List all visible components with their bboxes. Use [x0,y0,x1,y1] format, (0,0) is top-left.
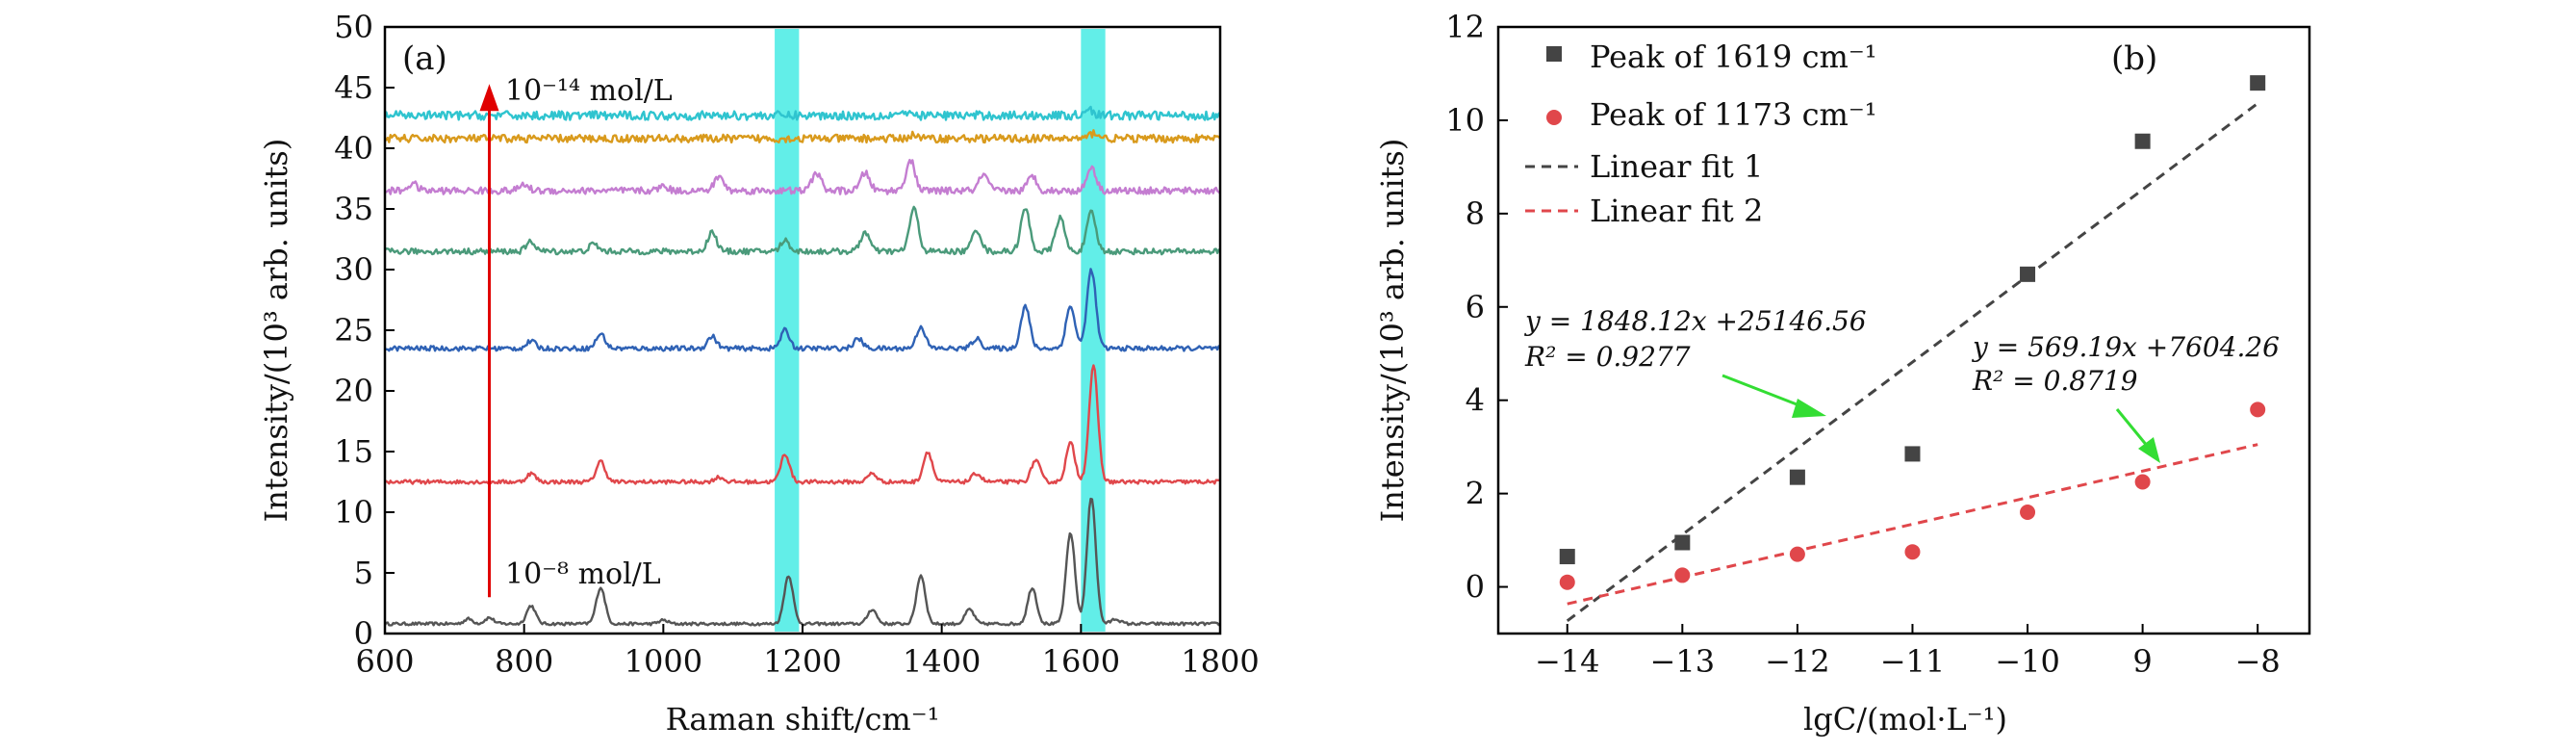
b-x-tick-label: −11 [1880,643,1946,680]
data-point-series-2 [2250,401,2266,418]
panel-b-y-axis-label: Intensity/(10³ arb. units) [1374,139,1411,523]
a-x-tick-label: 1600 [1042,643,1120,680]
b-y-tick-label: 4 [1466,382,1485,419]
fit-1-pointer-arrow [1722,374,1826,418]
data-point-series-2 [2134,474,2151,490]
spectrum-line-6 [384,129,1221,144]
fit-2-r-squared: R² = 0.8719 [1972,365,2138,397]
a-y-tick-label: 50 [334,9,373,45]
legend: Peak of 1619 cm⁻¹ Peak of 1173 cm⁻¹ Line… [1525,39,1877,229]
b-y-tick-label: 2 [1466,476,1485,512]
fit-2-equation: y = 569.19x +7604.26 [1971,331,2280,363]
b-x-tick-label: −13 [1650,643,1716,680]
b-x-tick-label: −10 [1995,643,2060,680]
a-y-tick-label: 15 [334,433,373,470]
panel-a: 600 800 1000 1200 1400 1600 1800 0 5 10 15 20 25 30 3… [258,9,1260,738]
legend-label-fit-2: Linear fit 2 [1590,193,1763,229]
a-y-tick-label: 45 [334,69,373,106]
a-x-tick-label: 1800 [1181,643,1259,680]
a-y-tick-label: 5 [354,555,373,591]
fit-line-2 [1567,443,2258,606]
b-x-tick-label: −12 [1765,643,1830,680]
a-y-tick-label: 25 [334,312,373,349]
fit-1-equation: y = 1848.12x +25146.56 [1523,305,1867,337]
panel-a-x-axis-label: Raman shift/cm⁻¹ [666,701,940,738]
a-x-tick-label: 1200 [763,643,841,680]
spectrum-line-3 [384,268,1221,352]
a-y-tick-label: 30 [334,251,373,288]
spectrum-line-5 [384,158,1221,195]
data-point-series-1 [1904,446,1921,462]
a-x-tick-label: 800 [495,643,553,680]
b-y-tick-label: 6 [1466,289,1485,325]
a-y-tick-label: 0 [354,615,373,652]
fit-line-1 [1566,102,2259,622]
b-y-tick-label: 0 [1466,569,1485,606]
panel-b-frame [1496,25,2311,635]
concentration-arrow [479,84,499,598]
b-y-tick-label: 8 [1466,195,1485,232]
panel-b: −14 −13 −12 −11 −10 9 −8 0 2 4 6 8 10 12 (b) Peak of… [1374,9,2311,738]
panel-a-label: (a) [402,39,447,78]
a-y-tick-label: 10 [334,494,373,531]
legend-marker-series-2 [1546,110,1562,125]
b-x-tick-label: 9 [2132,643,2152,680]
a-y-tick-label: 20 [334,373,373,409]
data-point-series-1 [2020,266,2036,282]
arrow-head [479,84,499,112]
legend-label-fit-1: Linear fit 1 [1590,148,1763,185]
spectrum-line-4 [384,205,1220,256]
data-point-series-2 [2020,505,2036,520]
bottom-concentration-label: 10⁻⁸ mol/L [505,557,661,591]
data-point-series-2 [1674,567,1691,583]
legend-label-series-2: Peak of 1173 cm⁻¹ [1590,96,1877,133]
b-y-tick-label: 10 [1445,102,1485,139]
fit-2-pointer-arrow [2115,408,2160,463]
a-x-tick-label: 1400 [903,643,981,680]
data-point-series-2 [1789,546,1805,562]
a-x-tick-label: 600 [355,643,414,680]
data-point-series-2 [1559,574,1575,590]
data-point-series-1 [2134,133,2151,149]
fit-1-r-squared: R² = 0.9277 [1524,341,1691,373]
data-point-series-1 [1674,534,1691,551]
panel-b-label: (b) [2111,39,2157,78]
spectrum-line-7 [383,105,1221,121]
b-y-tick-label: 12 [1445,9,1485,45]
spectrum-line-2 [384,364,1221,485]
data-point-series-1 [2250,75,2266,91]
b-x-tick-label: −14 [1535,643,1600,680]
a-x-tick-label: 1000 [625,643,702,680]
a-y-tick-label: 35 [334,191,373,227]
data-point-series-2 [1904,544,1921,560]
data-point-series-1 [1559,549,1575,565]
panel-a-y-axis-label: Intensity/(10³ arb. units) [258,139,294,523]
b-x-tick-label: −8 [2235,643,2281,680]
data-point-series-1 [1789,469,1805,485]
a-y-tick-label: 40 [334,130,373,167]
top-concentration-label: 10⁻¹⁴ mol/L [505,74,673,108]
legend-label-series-1: Peak of 1619 cm⁻¹ [1590,39,1877,75]
legend-marker-series-1 [1546,46,1562,62]
panel-b-x-axis-label: lgC/(mol·L⁻¹) [1803,701,2007,738]
